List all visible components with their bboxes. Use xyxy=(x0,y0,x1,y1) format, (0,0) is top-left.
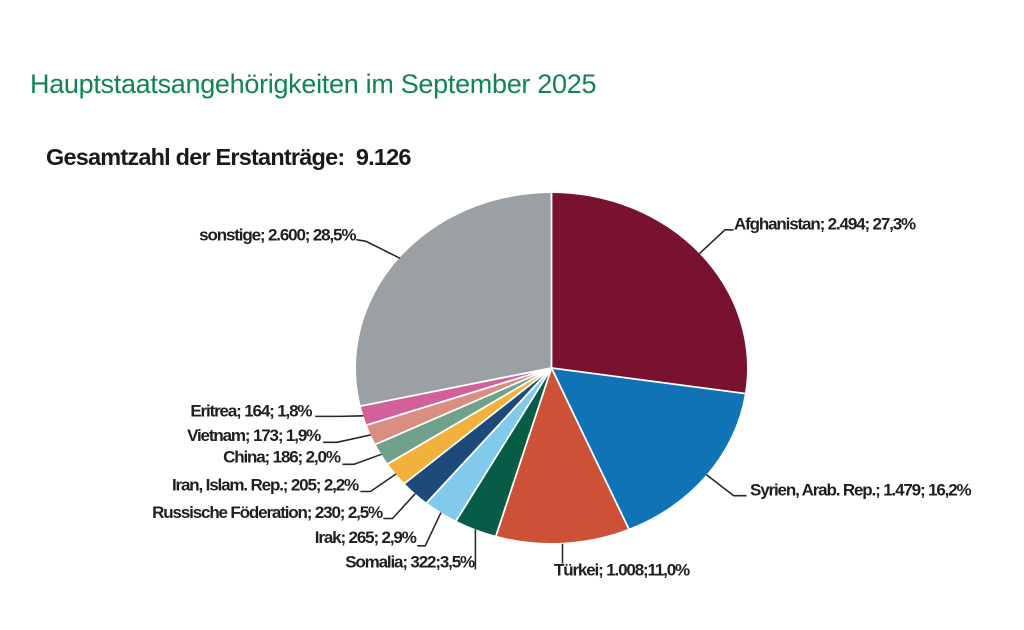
svg-text:Russische Föderation; 230; 2,5: Russische Föderation; 230; 2,5% xyxy=(152,503,383,522)
svg-text:Eritrea; 164; 1,8%: Eritrea; 164; 1,8% xyxy=(190,402,312,421)
svg-text:Afghanistan; 2.494; 27,3%: Afghanistan; 2.494; 27,3% xyxy=(734,215,916,234)
svg-text:Syrien, Arab. Rep.; 1.479; 16,: Syrien, Arab. Rep.; 1.479; 16,2% xyxy=(750,481,972,500)
svg-text:Iran, Islam. Rep.; 205; 2,2%: Iran, Islam. Rep.; 205; 2,2% xyxy=(172,475,359,494)
svg-text:China; 186; 2,0%: China; 186; 2,0% xyxy=(223,448,341,467)
svg-text:Somalia; 322;3,5%: Somalia; 322;3,5% xyxy=(345,553,475,572)
svg-text:Türkei; 1.008;11,0%: Türkei; 1.008;11,0% xyxy=(554,561,690,580)
svg-text:Irak; 265; 2,9%: Irak; 265; 2,9% xyxy=(315,528,417,547)
svg-text:sonstige; 2.600; 28,5%: sonstige; 2.600; 28,5% xyxy=(199,225,356,244)
svg-text:Vietnam; 173; 1,9%: Vietnam; 173; 1,9% xyxy=(187,426,321,445)
